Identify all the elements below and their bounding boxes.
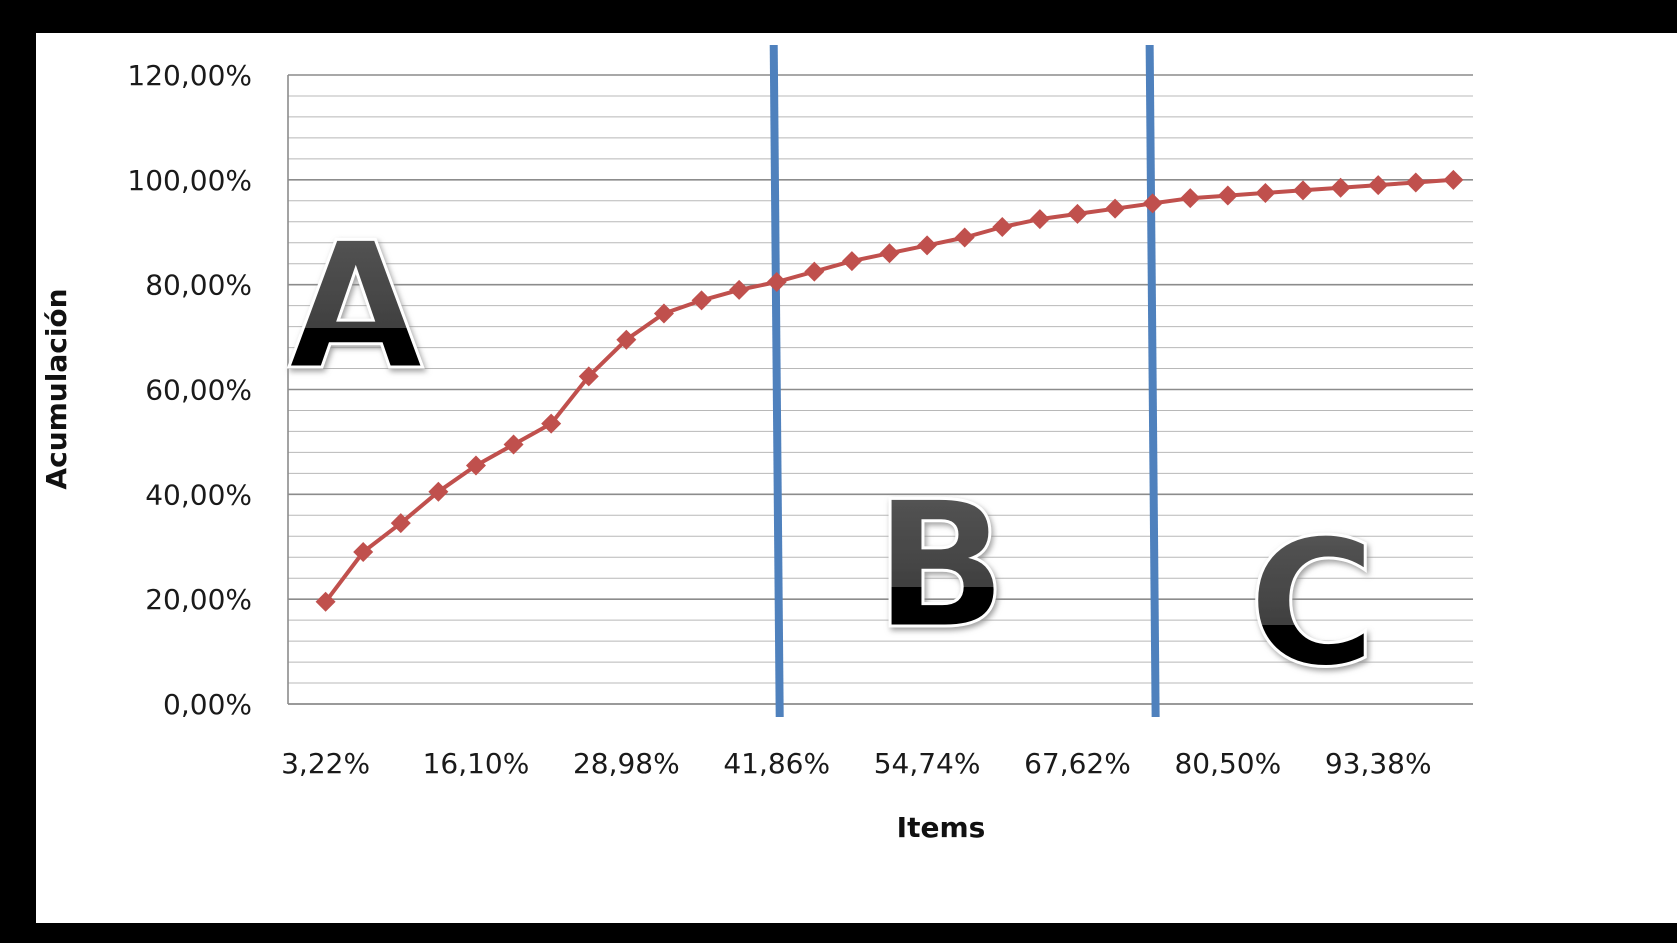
data-point — [1293, 180, 1314, 201]
x-tick-label: 67,62% — [1024, 747, 1131, 780]
data-point — [1142, 193, 1163, 214]
data-point — [1405, 172, 1426, 193]
data-point — [992, 217, 1013, 238]
y-tick-label: 100,00% — [127, 164, 252, 197]
zone-labels: A B C — [287, 205, 1378, 708]
zone-divider-1 — [769, 44, 784, 718]
data-point — [1217, 185, 1238, 206]
y-tick-label: 0,00% — [163, 688, 252, 721]
data-point — [1368, 175, 1389, 196]
data-point — [390, 513, 411, 534]
data-point — [729, 279, 750, 300]
y-tick-label: 80,00% — [145, 269, 252, 302]
zone-divider-2 — [1145, 44, 1160, 718]
data-point — [1255, 182, 1276, 203]
data-point — [879, 243, 900, 264]
pareto-chart: 0,00% 20,00% 40,00% 60,00% 80,00% 100,00% 120,… — [40, 44, 1473, 844]
x-tick-label: 16,10% — [423, 747, 530, 780]
y-tick-label: 60,00% — [145, 374, 252, 407]
data-point — [841, 251, 862, 272]
data-point — [804, 261, 825, 282]
y-tick-label: 20,00% — [145, 583, 252, 616]
data-point — [1105, 198, 1126, 219]
zone-label-b: B — [874, 465, 1007, 668]
x-tick-label: 80,50% — [1174, 747, 1281, 780]
x-axis-ticks: 3,22% 16,10% 28,98% 41,86% 54,74% 67,62% 80,50… — [281, 747, 1431, 780]
data-point — [541, 413, 562, 434]
data-point — [465, 455, 486, 476]
y-axis-title: Acumulación — [40, 288, 73, 489]
data-point — [315, 591, 336, 612]
data-point — [503, 434, 524, 455]
zone-label-a: A — [288, 206, 423, 409]
grid — [288, 74, 1473, 705]
chart-area: 0,00% 20,00% 40,00% 60,00% 80,00% 100,00% 120,… — [36, 33, 1677, 923]
y-tick-label: 120,00% — [127, 59, 252, 92]
data-point — [1029, 209, 1050, 230]
data-point — [691, 290, 712, 311]
x-tick-label: 3,22% — [281, 747, 370, 780]
zone-label-c: C — [1248, 503, 1376, 706]
data-point — [578, 366, 599, 387]
data-point — [653, 303, 674, 324]
data-point — [428, 481, 449, 502]
axes — [287, 75, 1473, 705]
x-tick-label: 41,86% — [723, 747, 830, 780]
x-tick-label: 93,38% — [1325, 747, 1432, 780]
x-tick-label: 54,74% — [874, 747, 981, 780]
data-point — [1180, 188, 1201, 209]
data-point — [766, 272, 787, 293]
data-point — [917, 235, 938, 256]
x-axis-title: Items — [897, 811, 986, 844]
zone-dividers — [769, 44, 1160, 718]
y-tick-label: 40,00% — [145, 478, 252, 511]
data-point — [1443, 169, 1464, 190]
series-accumulation — [315, 169, 1464, 612]
data-point — [616, 329, 637, 350]
data-point — [954, 227, 975, 248]
x-tick-label: 28,98% — [573, 747, 680, 780]
data-point — [1330, 177, 1351, 198]
y-axis-ticks: 0,00% 20,00% 40,00% 60,00% 80,00% 100,00% 120,… — [127, 59, 252, 721]
data-point — [1067, 203, 1088, 224]
data-point — [353, 541, 374, 562]
